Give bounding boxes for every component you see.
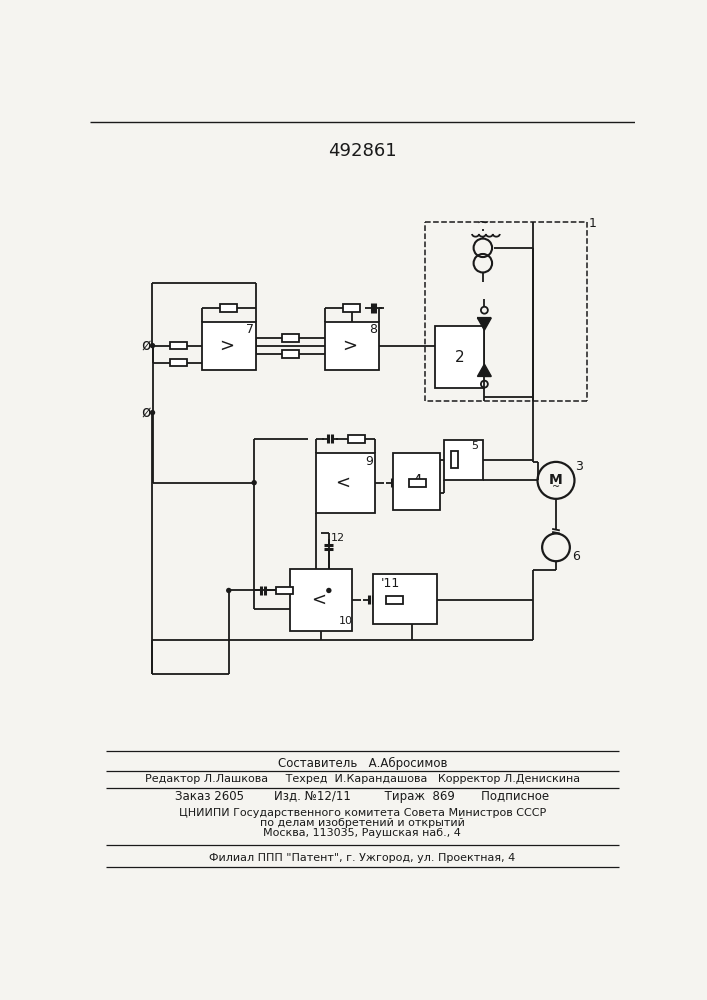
Circle shape bbox=[252, 480, 257, 485]
Text: 6: 6 bbox=[572, 550, 580, 563]
Bar bbox=[349, 435, 366, 443]
Bar bbox=[393, 453, 440, 510]
Circle shape bbox=[326, 588, 332, 593]
Text: 2: 2 bbox=[455, 350, 464, 365]
Bar bbox=[170, 359, 187, 366]
Text: 4: 4 bbox=[411, 474, 421, 489]
Text: >: > bbox=[342, 337, 357, 355]
Text: 12: 12 bbox=[331, 533, 345, 543]
Text: Филиал ППП "Патент", г. Ужгород, ул. Проектная, 4: Филиал ППП "Патент", г. Ужгород, ул. Про… bbox=[209, 853, 515, 863]
Bar bbox=[221, 304, 238, 312]
Bar bbox=[170, 342, 187, 349]
Bar bbox=[291, 569, 352, 631]
Bar bbox=[276, 587, 293, 594]
Circle shape bbox=[150, 343, 156, 348]
Text: Редактор Л.Лашкова     Техред  И.Карандашова   Корректор Л.Денискина: Редактор Л.Лашкова Техред И.Карандашова … bbox=[145, 774, 580, 784]
Text: Москва, 113035, Раушская наб., 4: Москва, 113035, Раушская наб., 4 bbox=[264, 828, 461, 838]
Text: 8: 8 bbox=[369, 323, 377, 336]
Bar bbox=[316, 453, 375, 513]
Text: Составитель   А.Абросимов: Составитель А.Абросимов bbox=[278, 757, 447, 770]
Text: ~: ~ bbox=[552, 482, 560, 492]
Bar bbox=[450, 451, 458, 468]
Text: 492861: 492861 bbox=[327, 142, 396, 160]
Text: 9: 9 bbox=[365, 455, 373, 468]
Bar bbox=[409, 479, 426, 487]
Text: '11: '11 bbox=[380, 577, 399, 590]
Bar bbox=[373, 574, 437, 624]
Bar bbox=[344, 304, 361, 312]
Circle shape bbox=[226, 588, 231, 593]
Text: 3: 3 bbox=[575, 460, 583, 473]
Bar bbox=[325, 322, 379, 370]
Text: 1: 1 bbox=[588, 217, 596, 230]
Text: >: > bbox=[219, 337, 234, 355]
Text: 5: 5 bbox=[472, 441, 479, 451]
Bar bbox=[435, 326, 484, 388]
Text: по делам изобретений и открытий: по делам изобретений и открытий bbox=[260, 818, 464, 828]
Text: <: < bbox=[336, 474, 351, 492]
Polygon shape bbox=[477, 318, 491, 330]
Text: ~: ~ bbox=[477, 215, 489, 230]
Bar bbox=[386, 596, 403, 604]
Bar bbox=[201, 322, 256, 370]
Text: <: < bbox=[311, 591, 327, 609]
Text: ø: ø bbox=[141, 405, 151, 420]
Text: M: M bbox=[549, 473, 563, 487]
Polygon shape bbox=[477, 364, 491, 376]
Circle shape bbox=[150, 410, 156, 415]
Text: 7: 7 bbox=[245, 323, 254, 336]
Text: 10: 10 bbox=[339, 616, 353, 626]
Text: Заказ 2605        Изд. №12/11         Тираж  869       Подписное: Заказ 2605 Изд. №12/11 Тираж 869 Подписн… bbox=[175, 790, 549, 803]
Text: ЦНИИПИ Государственного комитета Совета Министров СССР: ЦНИИПИ Государственного комитета Совета … bbox=[179, 808, 546, 818]
Bar bbox=[282, 334, 299, 342]
Text: ø: ø bbox=[141, 338, 151, 353]
Bar bbox=[282, 350, 299, 358]
Bar bbox=[444, 440, 483, 480]
